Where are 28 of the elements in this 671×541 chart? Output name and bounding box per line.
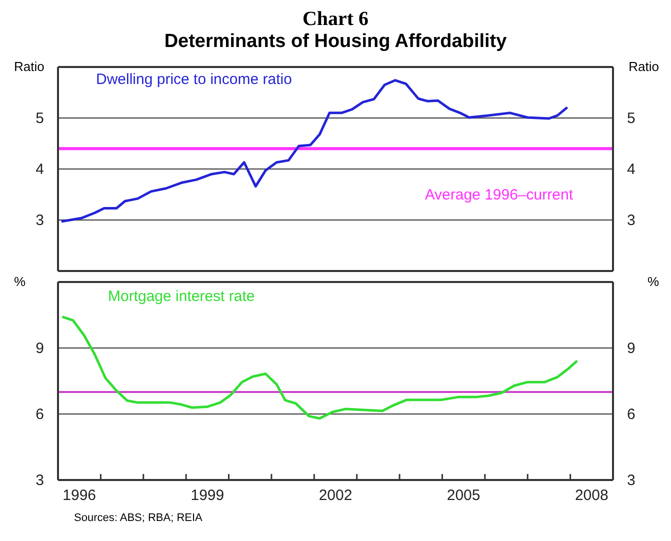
y2-tick-label: 3 (627, 472, 636, 489)
y-axis-title: % (14, 274, 26, 289)
text: Mortgage interest rate (108, 288, 255, 305)
y-axis-title: Ratio (14, 59, 44, 74)
y2-tick-label: 6 (627, 406, 636, 423)
ref-line-label: Average 1996–current (424, 186, 574, 204)
y-tick-label: 5 (36, 110, 44, 127)
x-tick-label: 1999 (190, 487, 224, 504)
x-tick-label: 1996 (62, 487, 96, 504)
y2-tick-label: 5 (627, 110, 636, 127)
y-tick-label: 9 (36, 340, 44, 357)
y-tick-label: 6 (36, 406, 44, 423)
y2-axis-title: % (647, 274, 659, 289)
x-tick-label: 2005 (446, 487, 480, 504)
chart-title: Chart 6 (301, 8, 370, 31)
y2-tick-label: 4 (627, 161, 636, 178)
chart-subtitle: Determinants of Housing Affordability (163, 31, 508, 53)
y-tick-label: 4 (36, 161, 44, 178)
y-tick-label: 3 (36, 472, 44, 489)
y2-tick-label: 9 (627, 340, 636, 357)
y-tick-label: 3 (36, 212, 44, 229)
line-series (61, 316, 578, 420)
x-tick-label: 2008 (574, 487, 608, 504)
y2-tick-label: 3 (627, 212, 636, 229)
y2-axis-title: Ratio (628, 59, 659, 74)
x-tick-label: 2002 (318, 487, 352, 504)
source-note: Sources: ABS; RBA; REIA (74, 512, 204, 524)
text: Dwelling price to income ratio (96, 71, 292, 88)
